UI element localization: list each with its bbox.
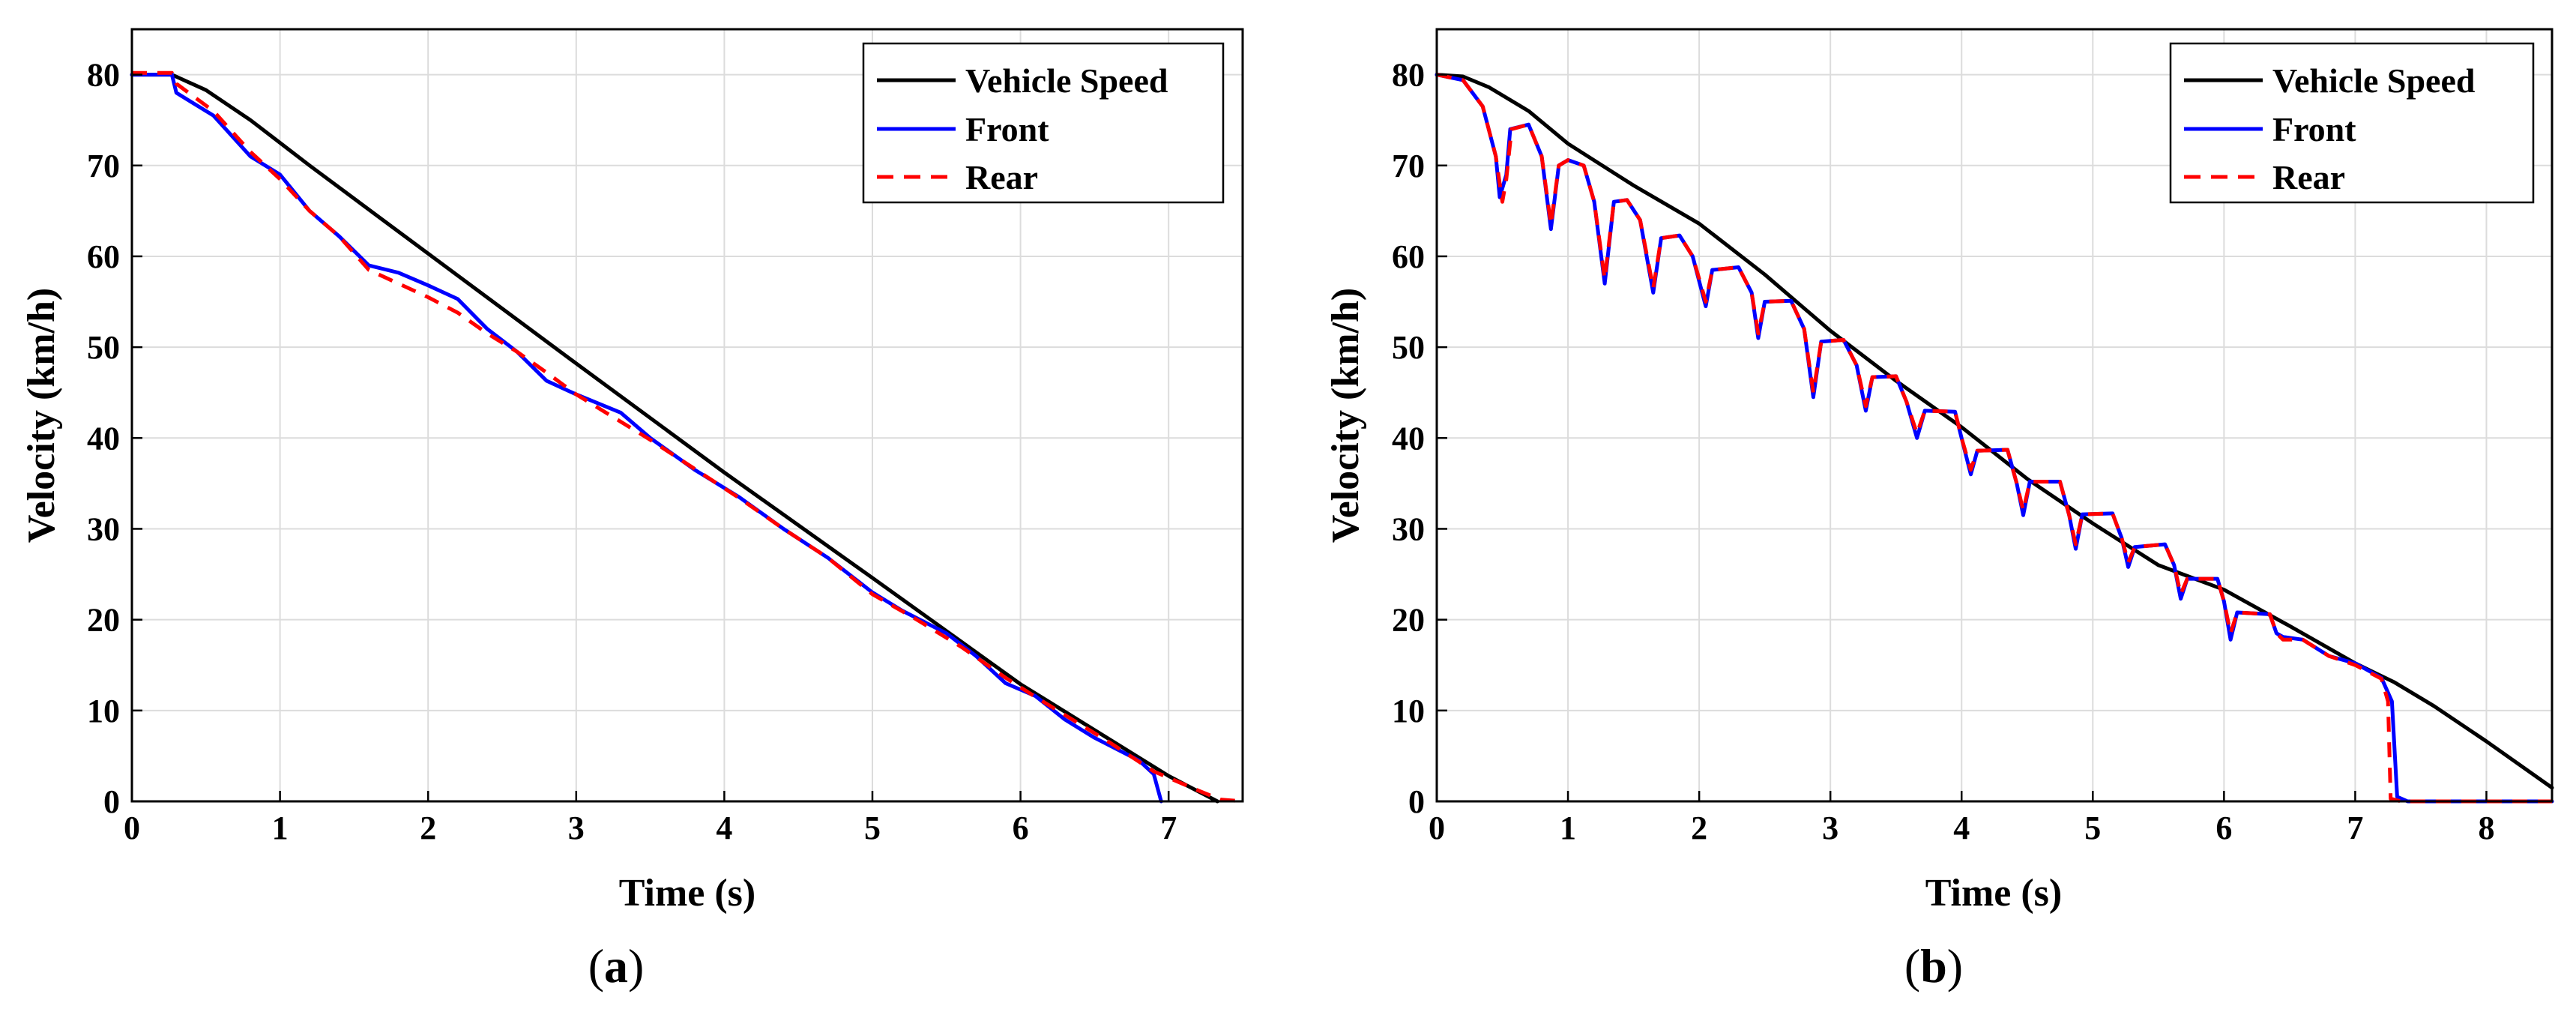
- plot-frame: [1435, 28, 2554, 803]
- y-axis-label: Velocity (km/h): [1324, 288, 1367, 543]
- y-tick-label: 20: [87, 602, 120, 639]
- x-tick-label: 0: [124, 810, 140, 846]
- y-tick-label: 10: [1392, 693, 1425, 729]
- x-tick-label: 5: [2084, 810, 2101, 846]
- legend-label-front: Front: [965, 110, 1049, 148]
- x-axis-label: Time (s): [619, 872, 755, 915]
- caption-letter: a: [604, 939, 628, 993]
- legend-label-vehicle-speed: Vehicle Speed: [965, 61, 1168, 100]
- series-line-rear: [132, 70, 1243, 804]
- caption-close-paren: ): [628, 939, 644, 993]
- caption-letter: b: [1920, 939, 1947, 993]
- x-tick-label: 5: [864, 810, 881, 846]
- x-tick-label: 1: [1560, 810, 1576, 846]
- panel-caption-b: (b): [1904, 939, 1963, 993]
- legend-label-front: Front: [2272, 110, 2356, 148]
- legend-label-vehicle-speed: Vehicle Speed: [2272, 61, 2476, 100]
- legend-label-rear: Rear: [965, 158, 1038, 196]
- x-tick-label: 7: [1160, 810, 1177, 846]
- y-tick-label: 10: [87, 693, 120, 729]
- x-tick-label: 1: [272, 810, 289, 846]
- y-tick-label: 0: [1408, 783, 1425, 820]
- legend-label-rear: Rear: [2272, 158, 2345, 196]
- legend-box: [2169, 42, 2535, 204]
- panel-caption-a: (a): [588, 939, 645, 993]
- x-tick-label: 2: [420, 810, 436, 846]
- legend-box: [862, 42, 1225, 204]
- y-tick-label: 80: [1392, 57, 1425, 94]
- y-tick-label: 50: [1392, 329, 1425, 366]
- x-tick-label: 0: [1429, 810, 1445, 846]
- x-tick-label: 6: [1013, 810, 1029, 846]
- y-tick-label: 20: [1392, 602, 1425, 639]
- y-tick-label: 60: [1392, 238, 1425, 275]
- y-tick-label: 40: [1392, 420, 1425, 457]
- x-tick-label: 3: [568, 810, 585, 846]
- y-tick-label: 30: [87, 510, 120, 547]
- y-tick-label: 80: [87, 57, 120, 94]
- x-tick-label: 4: [716, 810, 732, 846]
- x-tick-label: 2: [1691, 810, 1707, 846]
- plot-frame: [130, 28, 1244, 803]
- x-tick-label: 6: [2215, 810, 2232, 846]
- x-tick-label: 7: [2347, 810, 2363, 846]
- series-group: [1435, 73, 2554, 804]
- x-tick-label: 4: [1953, 810, 1970, 846]
- legend: Vehicle Speed Front Rear: [2169, 42, 2535, 204]
- y-tick-label: 40: [87, 420, 120, 457]
- series-line-vehicle-speed: [130, 73, 1219, 804]
- y-tick-label: 30: [1392, 510, 1425, 547]
- x-tick-label: 3: [1822, 810, 1839, 846]
- caption-open-paren: (: [588, 939, 604, 993]
- series-group: [130, 70, 1243, 804]
- y-tick-label: 70: [1392, 148, 1425, 184]
- y-tick-label: 70: [87, 148, 120, 184]
- caption-close-paren: ): [1947, 939, 1963, 993]
- y-tick-label: 0: [103, 783, 120, 820]
- x-tick-label: 8: [2478, 810, 2494, 846]
- legend: Vehicle Speed Front Rear: [862, 42, 1225, 204]
- y-tick-label: 50: [87, 329, 120, 366]
- caption-open-paren: (: [1904, 939, 1920, 993]
- series-line-rear: [1436, 73, 2552, 804]
- x-axis-label: Time (s): [1925, 872, 2062, 915]
- y-tick-label: 60: [87, 238, 120, 275]
- y-axis-label: Velocity (km/h): [20, 288, 63, 543]
